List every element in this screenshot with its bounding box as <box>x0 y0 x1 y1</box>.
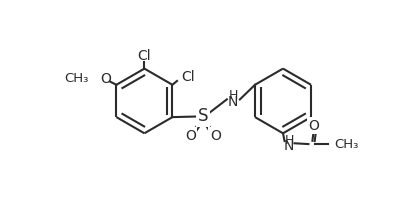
Text: H: H <box>228 89 238 102</box>
Text: O: O <box>100 72 111 86</box>
Text: H: H <box>284 134 294 147</box>
Text: O: O <box>308 119 319 133</box>
Text: O: O <box>210 129 220 143</box>
Text: S: S <box>198 107 208 125</box>
Text: O: O <box>185 129 196 143</box>
Text: Cl: Cl <box>138 49 151 63</box>
Text: CH₃: CH₃ <box>64 72 89 85</box>
Text: Cl: Cl <box>182 70 195 84</box>
Text: N: N <box>284 139 294 153</box>
Text: N: N <box>228 95 238 109</box>
Text: CH₃: CH₃ <box>334 138 358 151</box>
